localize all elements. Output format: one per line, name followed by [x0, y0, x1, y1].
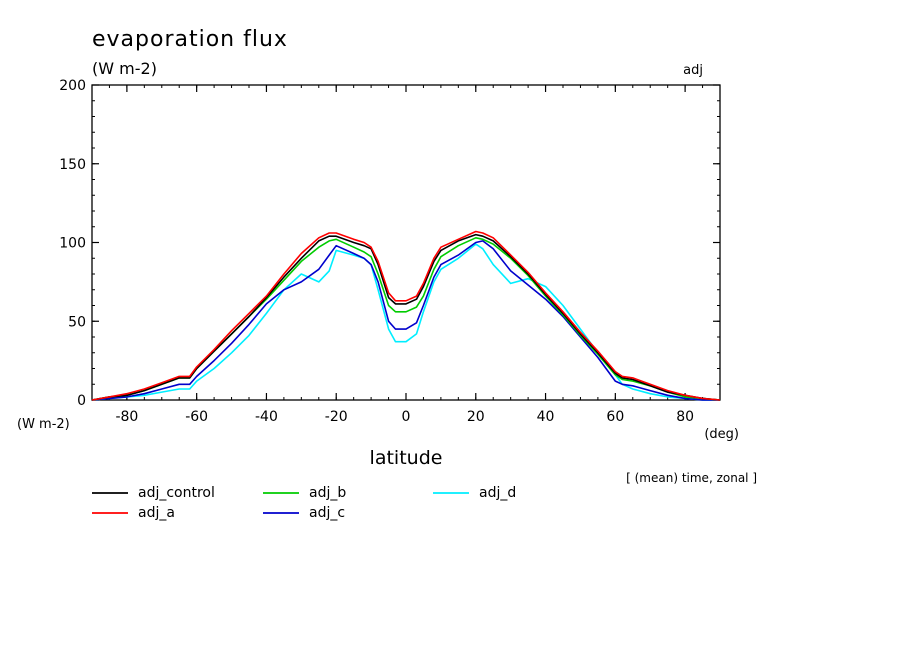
x-tick-label: -20 — [325, 409, 348, 425]
legend-label: adj_d — [479, 485, 516, 501]
y-tick-label: 100 — [59, 236, 86, 252]
chart-units: (W m-2) — [92, 59, 157, 78]
legend-item: adj_control — [92, 485, 215, 501]
series-line-adj-a — [91, 230, 721, 401]
legend-label: adj_b — [309, 485, 346, 501]
legend-item: adj_c — [263, 505, 345, 521]
series-line-adj-control — [91, 233, 721, 401]
x-tick-label: -40 — [255, 409, 278, 425]
chart-note: [ (mean) time, zonal ] — [626, 471, 757, 485]
plot-frame — [91, 84, 721, 401]
ticks-layer: -80 -60 -40 -20 0 20 40 60 80 0 50 100 150 200 — [59, 78, 720, 425]
legend-item: adj_a — [92, 505, 175, 521]
legend-label: adj_a — [138, 505, 175, 521]
x-tick-label: 80 — [676, 409, 694, 425]
y-tick-label: 200 — [59, 78, 86, 94]
legend: adj_control adj_a adj_b adj_c adj_d — [92, 485, 516, 521]
series-line-adj-c — [91, 240, 720, 401]
x-tick-label: 0 — [402, 409, 411, 425]
x-axis-label: latitude — [370, 447, 443, 469]
x-tick-label: 60 — [606, 409, 624, 425]
y-tick-label: 150 — [59, 157, 86, 173]
legend-label: adj_control — [138, 485, 215, 501]
x-axis-units: (deg) — [704, 427, 739, 442]
series-layer — [91, 230, 721, 401]
y-tick-label: 50 — [68, 314, 86, 330]
chart-title: evaporation flux — [92, 27, 288, 52]
x-tick-label: -60 — [185, 409, 208, 425]
y-tick-label: 0 — [77, 393, 86, 409]
x-tick-label: -80 — [115, 409, 138, 425]
legend-item: adj_d — [433, 485, 516, 501]
x-tick-label: 40 — [537, 409, 555, 425]
chart-tag: adj — [683, 63, 703, 78]
legend-label: adj_c — [309, 505, 345, 521]
legend-item: adj_b — [263, 485, 346, 501]
y-axis-units: (W m-2) — [17, 417, 70, 432]
x-tick-label: 20 — [467, 409, 485, 425]
